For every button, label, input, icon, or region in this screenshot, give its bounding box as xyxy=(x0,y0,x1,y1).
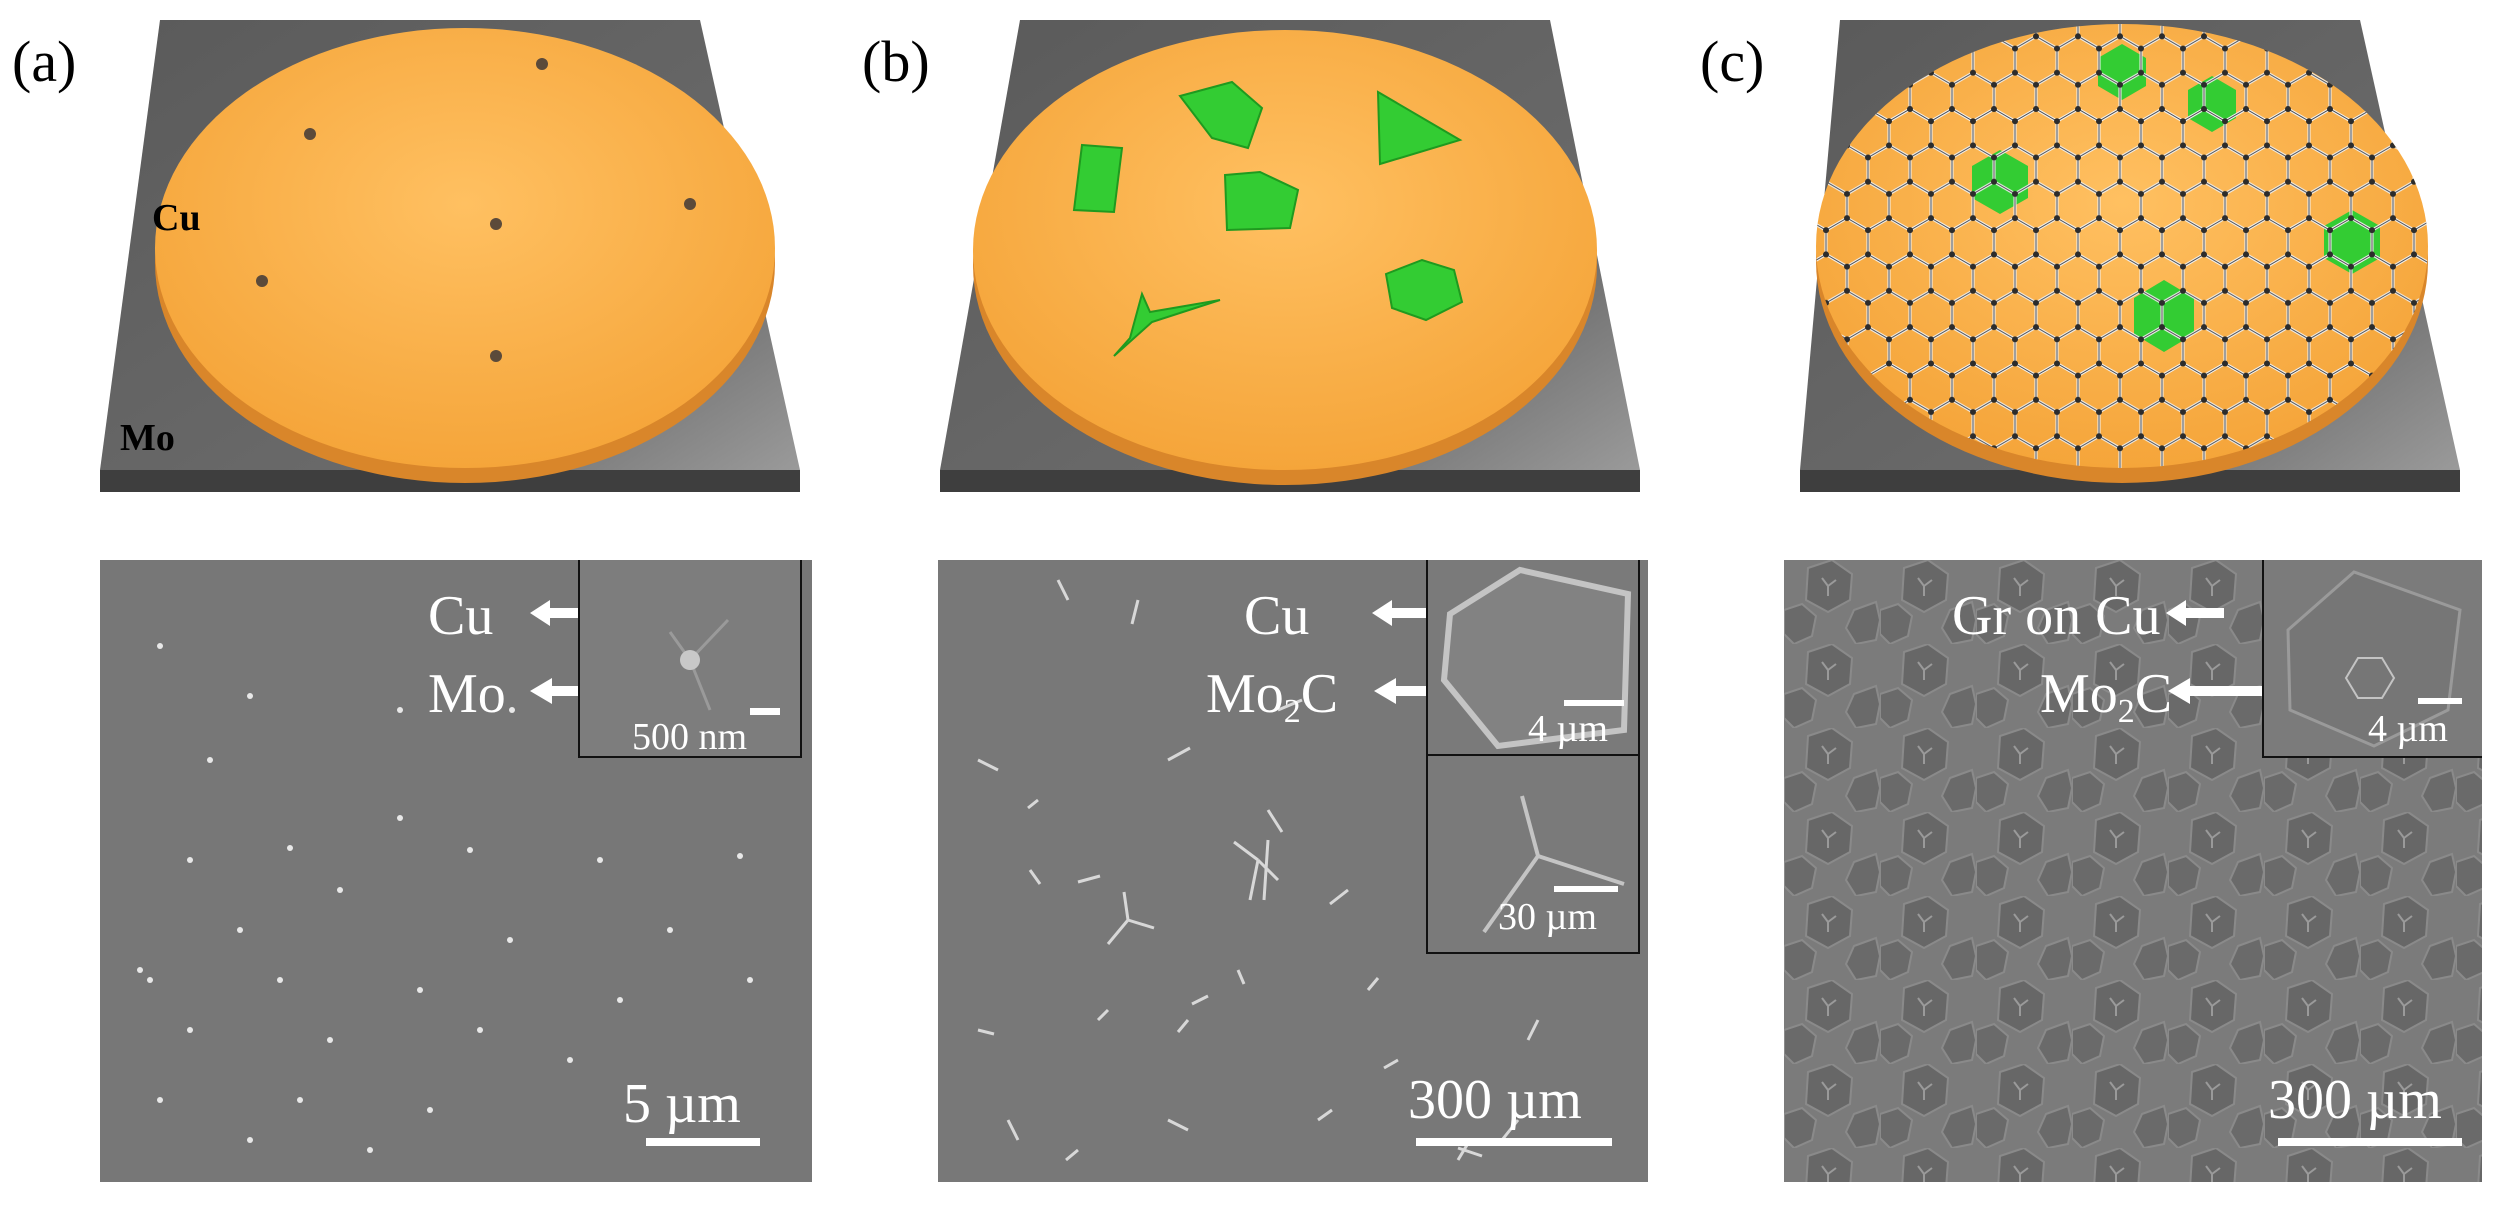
inset-a: 500 nm xyxy=(578,560,802,758)
arrow-gr-icon xyxy=(2166,600,2224,626)
inset-scale-label: 4 µm xyxy=(2368,708,2448,750)
inset-scalebar xyxy=(1564,700,1624,706)
label-cu: Cu xyxy=(1244,585,1310,647)
inset-scale-label: 4 µm xyxy=(1528,708,1608,750)
inset-scale-label: 500 nm xyxy=(632,716,748,758)
inset-c: 4 µm xyxy=(2262,560,2482,758)
inset-texture xyxy=(2264,560,2482,756)
inset-b2: 30 µm xyxy=(1426,754,1640,954)
cu-disc xyxy=(973,30,1597,485)
schematic-b xyxy=(940,20,1640,492)
scale-label: 300 µm xyxy=(1408,1069,1582,1131)
panel-label-b: (b) xyxy=(862,29,930,94)
sem-image-b: Cu Mo2C 4 µm 30 µm 300 µm xyxy=(938,560,1648,1182)
label-mo2c: Mo2C xyxy=(1206,663,1339,730)
scale-label: 5 µm xyxy=(623,1073,741,1135)
inset-scalebar xyxy=(2418,698,2462,704)
inset-b1: 4 µm xyxy=(1426,560,1640,756)
arrow-mo2c-icon xyxy=(2168,678,2288,704)
cu-disc xyxy=(155,28,775,483)
sem-image-c: Gr on Cu Mo2C 4 µm 300 µm xyxy=(1784,560,2482,1182)
scale-label: 300 µm xyxy=(2268,1069,2442,1131)
inset-scalebar xyxy=(1554,886,1618,892)
scalebar xyxy=(2278,1138,2462,1146)
inset-scale-label: 30 µm xyxy=(1498,896,1597,938)
scalebar xyxy=(1416,1138,1612,1146)
schematic-a: Cu Mo xyxy=(100,20,800,492)
graphene-lattice xyxy=(1816,24,2428,468)
label-mo: Mo xyxy=(428,663,506,725)
inset-scalebar xyxy=(750,708,780,715)
label-gr-on-cu: Gr on Cu xyxy=(1952,585,2161,647)
inset-texture xyxy=(1428,756,1638,952)
arrow-cu-icon xyxy=(530,600,600,626)
panel-label-a: (a) xyxy=(12,29,77,94)
mo2c-flakes xyxy=(1072,80,1464,357)
label-mo2c: Mo2C xyxy=(2040,663,2173,730)
schematic-c xyxy=(1800,20,2460,492)
arrow-cu-icon xyxy=(1372,600,1430,626)
mo-label: Mo xyxy=(120,417,175,459)
sem-image-a: Cu Mo 500 nm 5 µm xyxy=(100,560,812,1182)
inset-texture xyxy=(580,560,800,756)
cu-label: Cu xyxy=(152,197,201,239)
label-cu: Cu xyxy=(428,585,494,647)
scalebar xyxy=(646,1138,760,1146)
panel-label-c: (c) xyxy=(1700,29,1765,94)
nucleation-dots xyxy=(256,58,696,362)
